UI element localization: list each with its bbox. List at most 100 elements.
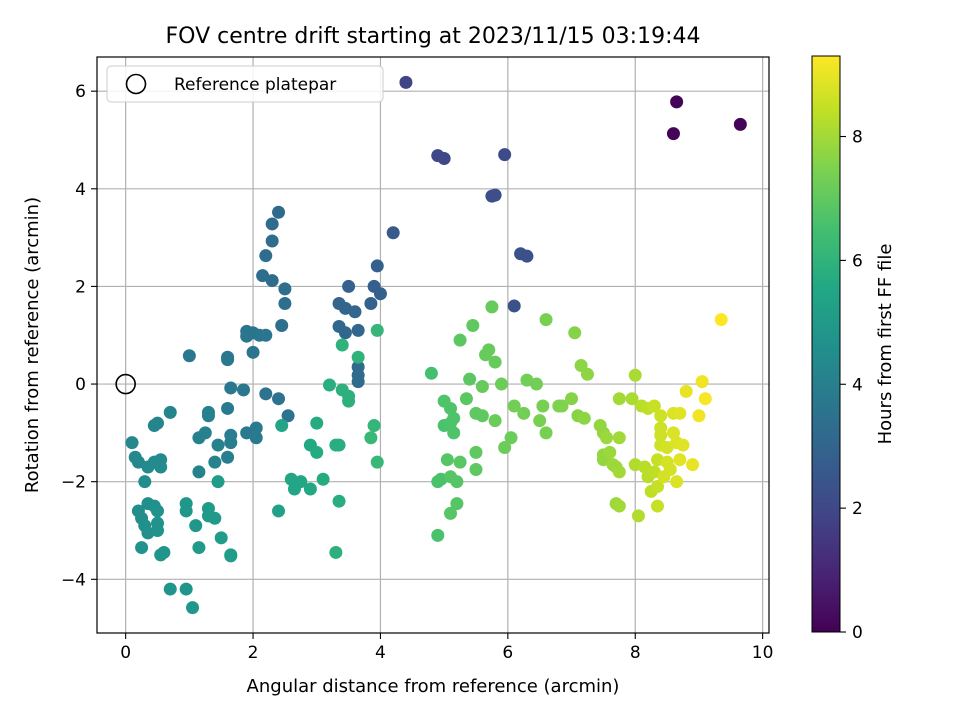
data-point (329, 545, 343, 559)
x-tick-label: 10 (752, 643, 774, 663)
y-tick-label: 4 (75, 180, 86, 200)
data-point (208, 455, 222, 469)
data-point (488, 414, 502, 428)
colorbar-label: Hours from first FF file (875, 244, 896, 445)
data-point (698, 392, 712, 406)
data-point (660, 441, 674, 455)
y-tick-label: 6 (75, 82, 86, 102)
y-tick-label: −4 (61, 570, 86, 590)
colorbar-gradient (811, 55, 841, 633)
chart-title: FOV centre drift starting at 2023/11/15 … (166, 24, 701, 49)
data-point (533, 414, 547, 428)
data-point (507, 299, 521, 313)
data-point (272, 504, 286, 518)
data-point (259, 249, 273, 263)
data-point (208, 511, 222, 525)
colorbar: 0 2 4 6 8 Hours from first FF file (811, 55, 896, 643)
data-point (192, 465, 206, 479)
data-point (224, 436, 238, 450)
data-point (530, 377, 544, 391)
data-point (444, 401, 458, 415)
data-point (654, 421, 668, 435)
data-point (367, 419, 381, 433)
data-point (338, 326, 352, 340)
data-point (335, 338, 349, 352)
data-point (628, 368, 642, 382)
legend-marker-icon (125, 73, 147, 95)
data-point (265, 217, 279, 231)
data-point (517, 406, 531, 420)
data-point (259, 328, 273, 342)
data-point (647, 399, 661, 413)
data-point (370, 323, 384, 337)
data-point (348, 305, 362, 319)
data-point (536, 399, 550, 413)
data-point (151, 504, 165, 518)
data-point (310, 416, 324, 430)
colorbar-ticks: 0 2 4 6 8 (840, 128, 863, 643)
data-point (670, 475, 684, 489)
data-point (278, 282, 292, 296)
data-point (192, 431, 206, 445)
data-point (475, 409, 489, 423)
data-point (600, 431, 614, 445)
data-point (147, 419, 161, 433)
data-point (342, 394, 356, 408)
data-point (214, 531, 228, 545)
plot-frame (96, 56, 770, 634)
data-point (322, 378, 336, 392)
data-point (186, 601, 200, 615)
data-point (272, 205, 286, 219)
data-point (224, 549, 238, 563)
data-point (373, 287, 387, 301)
data-point (450, 497, 464, 511)
legend-box (106, 65, 384, 103)
data-point (654, 409, 668, 423)
x-tick-label: 6 (502, 643, 513, 663)
data-point (351, 323, 365, 337)
data-point (647, 465, 661, 479)
data-point (612, 465, 626, 479)
data-point (447, 411, 461, 425)
data-point (189, 519, 203, 533)
data-point (399, 75, 413, 89)
data-point (466, 318, 480, 332)
x-tick-label: 0 (120, 643, 131, 663)
data-point (651, 480, 665, 494)
data-point (211, 438, 225, 452)
data-point (351, 375, 365, 389)
data-point (370, 259, 384, 273)
x-axis: 0 2 4 6 8 10 (120, 633, 773, 663)
data-point (520, 249, 534, 263)
data-point (676, 438, 690, 452)
data-point (259, 387, 273, 401)
data-point (695, 375, 709, 389)
data-point (332, 494, 346, 508)
data-point (370, 455, 384, 469)
data-point (278, 297, 292, 311)
data-point (565, 392, 579, 406)
data-point (631, 509, 645, 523)
data-point (310, 445, 324, 459)
data-point (265, 274, 279, 288)
data-point (147, 455, 161, 469)
data-point (240, 329, 254, 343)
data-point (577, 411, 591, 425)
data-point (201, 405, 215, 419)
data-point (568, 326, 582, 340)
data-point (332, 438, 346, 452)
data-point (364, 297, 378, 311)
data-point (440, 453, 454, 467)
data-point (256, 269, 270, 283)
data-point (444, 506, 458, 520)
y-tick-label: 2 (75, 277, 86, 297)
data-point (163, 582, 177, 596)
data-point (179, 504, 193, 518)
data-point (179, 582, 193, 596)
y-axis-label: Rotation from reference (arcmin) (22, 197, 43, 493)
data-point (303, 482, 317, 496)
data-point (488, 188, 502, 202)
data-point (281, 409, 295, 423)
data-point (135, 541, 149, 555)
data-point (275, 318, 289, 332)
